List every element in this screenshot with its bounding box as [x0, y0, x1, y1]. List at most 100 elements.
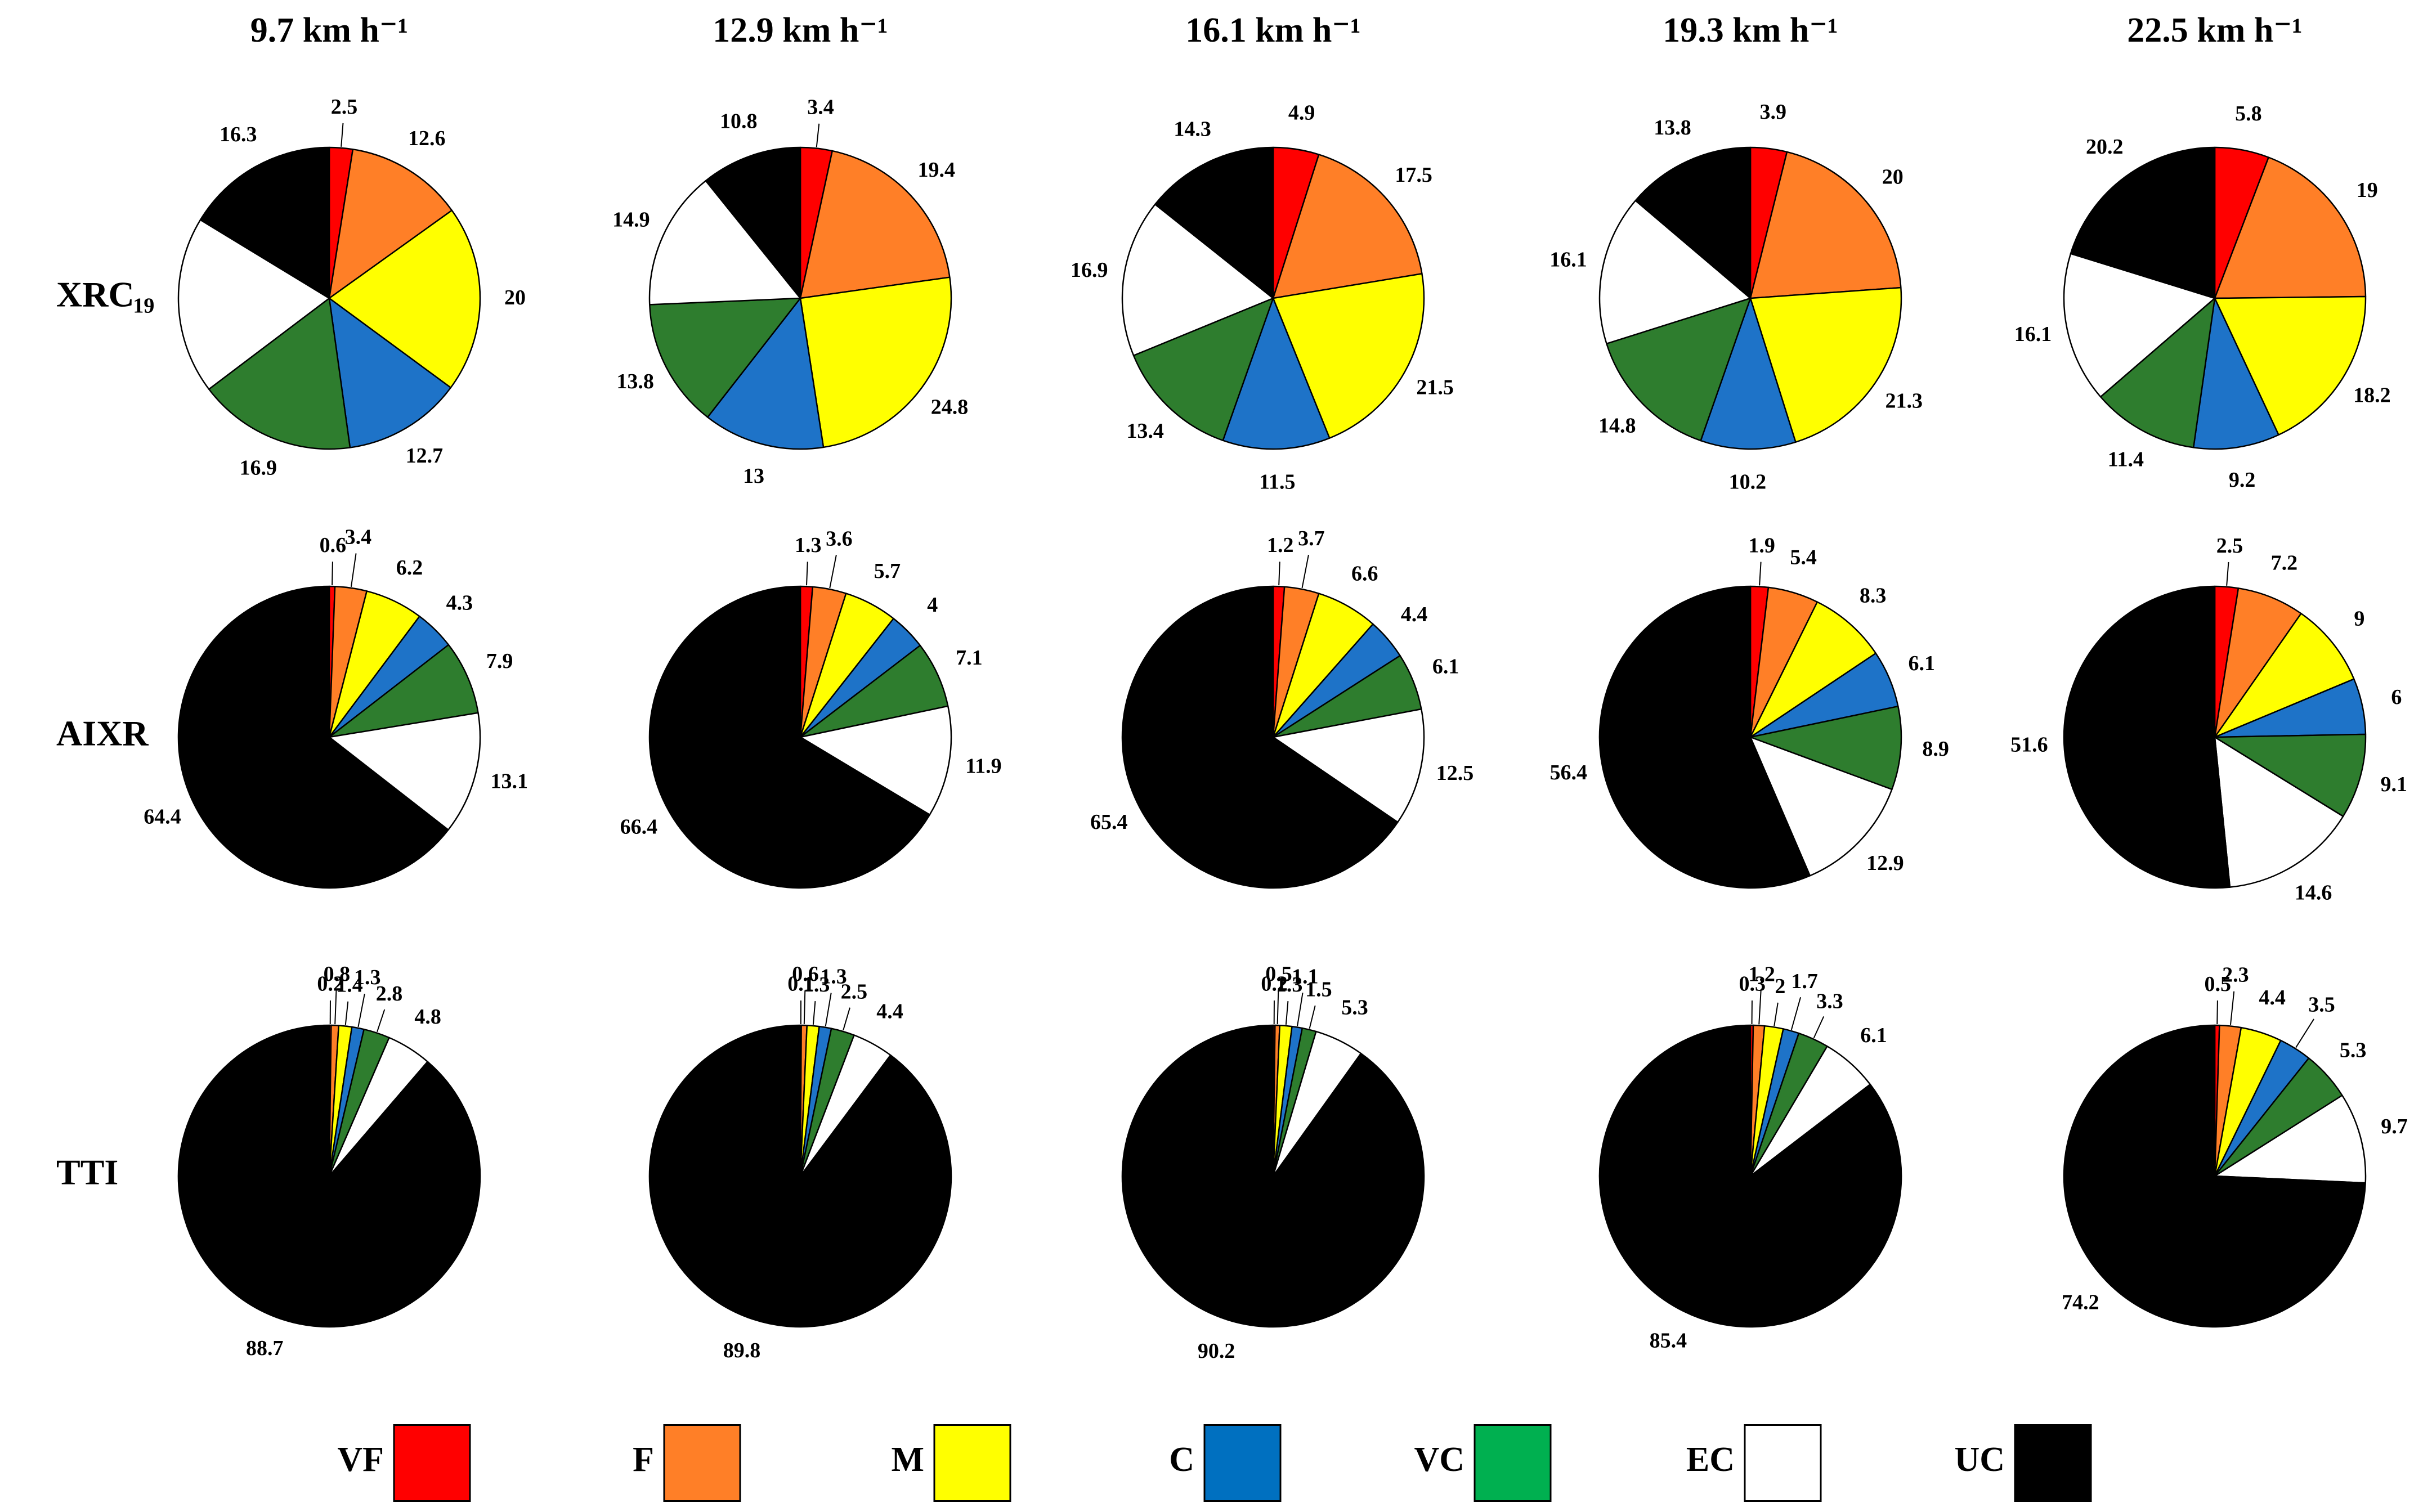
value-label-tti-1-uc: 89.8: [723, 1339, 761, 1362]
legend-label-uc: UC: [1954, 1441, 2005, 1479]
value-label-tti-4-vf: 0.5: [2205, 972, 2232, 996]
value-label-xrc-3-c: 10.2: [1729, 470, 1767, 494]
leader-line-tti-3-vc: [1813, 1016, 1825, 1039]
slice-tti-3-uc: [1598, 1024, 1902, 1328]
legend-label-c: C: [1169, 1441, 1194, 1479]
column-title-12-9-km-h: 12.9 km h⁻¹: [713, 11, 888, 50]
value-label-tti-3-ec: 6.1: [1860, 1024, 1887, 1047]
leader-line-aixr-1-vf: [806, 562, 808, 586]
slice-xrc-1-m: [799, 276, 952, 448]
value-label-tti-4-vc: 5.3: [2340, 1038, 2367, 1062]
slice-xrc-4-uc: [2070, 146, 2216, 299]
slice-xrc-3-f: [1749, 151, 1902, 299]
legend-swatch-c: [1203, 1424, 1282, 1502]
legend-swatch-f: [663, 1424, 741, 1502]
value-label-aixr-2-vf: 1.2: [1267, 533, 1294, 557]
slice-tti-4-uc: [2063, 1024, 2366, 1328]
value-label-tti-2-uc: 90.2: [1198, 1339, 1235, 1363]
value-label-xrc-1-vc: 13.8: [616, 370, 654, 393]
leader-line-tti-4-f: [2229, 991, 2235, 1025]
slice-xrc-3-m: [1749, 286, 1902, 443]
legend-label-vc: VC: [1414, 1441, 1464, 1479]
value-label-aixr-2-m: 6.6: [1351, 562, 1378, 586]
legend-swatch-vc: [1474, 1424, 1552, 1502]
slice-tti-1-uc: [648, 1024, 952, 1328]
slice-xrc-1-vc: [648, 297, 801, 418]
value-label-xrc-4-vc: 11.4: [2108, 447, 2144, 471]
slice-aixr-4-ec: [2214, 736, 2344, 888]
leader-line-tti-0-vc: [377, 1009, 386, 1033]
legend-swatch-vf: [393, 1424, 471, 1502]
value-label-xrc-0-f: 12.6: [408, 127, 446, 150]
value-label-tti-0-uc: 88.7: [246, 1336, 284, 1360]
value-label-xrc-2-m: 21.5: [1416, 375, 1454, 399]
slice-xrc-2-vc: [1132, 297, 1274, 441]
leader-line-tti-2-c: [1297, 993, 1304, 1026]
slice-aixr-4-f: [2214, 587, 2302, 738]
value-label-xrc-2-vc: 13.4: [1126, 419, 1164, 443]
value-label-aixr-2-f: 3.7: [1298, 527, 1325, 550]
value-label-tti-3-m: 2: [1775, 975, 1785, 998]
slice-xrc-3-ec: [1598, 200, 1752, 344]
value-label-xrc-3-vf: 3.9: [1760, 100, 1787, 124]
value-label-aixr-3-m: 8.3: [1860, 584, 1887, 608]
column-title-9-7-km-h: 9.7 km h⁻¹: [250, 11, 408, 50]
slice-aixr-1-vc: [799, 644, 949, 738]
leader-line-tti-4-vf: [2216, 1000, 2218, 1025]
value-label-xrc-4-c: 9.2: [2229, 468, 2256, 492]
slice-xrc-0-c: [328, 297, 452, 448]
slice-aixr-1-ec: [799, 705, 952, 816]
value-label-tti-2-ec: 5.3: [1341, 995, 1368, 1019]
slice-xrc-0-vc: [208, 297, 351, 450]
slice-aixr-2-ec: [1272, 708, 1425, 823]
value-label-xrc-3-f: 20: [1882, 165, 1904, 189]
value-label-aixr-1-f: 3.6: [826, 527, 853, 550]
leader-line-aixr-0-f: [350, 553, 357, 587]
value-label-aixr-4-ec: 14.6: [2295, 881, 2332, 904]
value-label-xrc-0-ec: 19: [133, 294, 154, 317]
value-label-aixr-1-vc: 7.1: [956, 646, 983, 670]
slice-aixr-4-uc: [2063, 585, 2231, 889]
value-label-aixr-3-vc: 8.9: [1922, 737, 1949, 761]
legend-swatch-uc: [2014, 1424, 2092, 1502]
value-label-tti-3-c: 1.7: [1791, 970, 1818, 993]
slice-aixr-1-uc: [648, 585, 931, 889]
leader-line-tti-1-m: [812, 1001, 816, 1025]
value-label-xrc-4-f: 19: [2357, 178, 2378, 202]
value-label-aixr-2-c: 4.4: [1401, 603, 1428, 626]
value-label-xrc-0-vf: 2.5: [331, 95, 358, 119]
slice-aixr-3-m: [1749, 601, 1876, 738]
slice-xrc-0-m: [328, 209, 481, 389]
value-label-aixr-4-vf: 2.5: [2216, 534, 2243, 558]
slice-xrc-2-m: [1272, 273, 1425, 439]
slice-aixr-0-uc: [177, 585, 449, 889]
leader-line-aixr-0-vf: [332, 562, 333, 586]
slice-xrc-3-vc: [1606, 297, 1752, 442]
value-label-aixr-4-f: 7.2: [2271, 551, 2298, 575]
slice-aixr-3-ec: [1749, 736, 1893, 877]
value-label-tti-1-vc: 2.5: [841, 980, 868, 1003]
leader-line-tti-2-m: [1285, 1001, 1289, 1025]
legend-label-m: M: [891, 1441, 924, 1479]
slice-aixr-0-ec: [328, 712, 481, 831]
value-label-xrc-2-vf: 4.9: [1288, 101, 1315, 125]
value-label-aixr-2-vc: 6.1: [1432, 655, 1459, 679]
value-label-xrc-1-vf: 3.4: [807, 96, 834, 119]
slice-xrc-1-f: [799, 150, 951, 299]
value-label-aixr-3-ec: 12.9: [1866, 851, 1904, 875]
column-title-22-5-km-h: 22.5 km h⁻¹: [2127, 11, 2302, 50]
slice-aixr-4-m: [2214, 613, 2355, 738]
slice-xrc-2-f: [1272, 154, 1423, 299]
leader-line-xrc-1-vf: [816, 123, 820, 147]
value-label-tti-1-vf: 0.1: [787, 972, 814, 996]
value-label-aixr-3-f: 5.4: [1790, 545, 1817, 569]
value-label-tti-2-m: 1.3: [1276, 973, 1303, 997]
value-label-aixr-1-m: 5.7: [874, 559, 901, 583]
value-label-xrc-3-vc: 14.8: [1598, 414, 1636, 438]
value-label-xrc-2-f: 17.5: [1395, 163, 1432, 187]
value-label-aixr-2-ec: 12.5: [1436, 761, 1474, 785]
value-label-tti-4-ec: 9.7: [2381, 1115, 2408, 1138]
value-label-xrc-4-m: 18.2: [2353, 383, 2391, 407]
leader-line-tti-3-c: [1790, 997, 1802, 1030]
leader-line-aixr-2-f: [1301, 554, 1309, 589]
